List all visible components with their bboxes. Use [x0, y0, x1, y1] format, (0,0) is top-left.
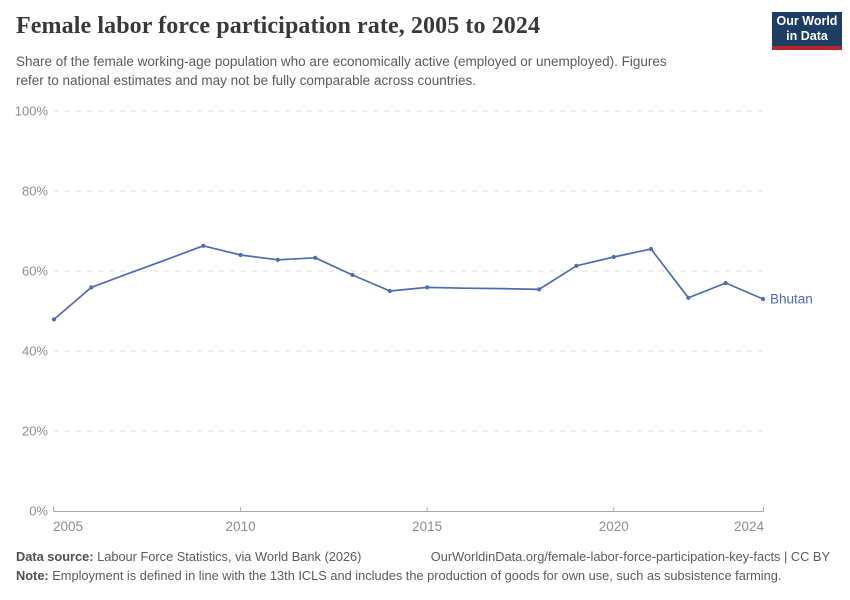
owid-logo: Our World in Data — [772, 12, 842, 50]
chart-subtitle: Share of the female working-age populati… — [16, 52, 667, 90]
data-point-bhutan-2022 — [686, 295, 691, 300]
series-label-bhutan: Bhutan — [770, 292, 813, 307]
data-source-text: Data source: Labour Force Statistics, vi… — [16, 549, 361, 564]
note-value: Employment is defined in line with the 1… — [48, 568, 782, 583]
series-line-bhutan — [53, 244, 764, 321]
data-point-bhutan-2024 — [760, 296, 766, 302]
data-point-bhutan-2018 — [537, 287, 542, 292]
data-point-bhutan-2020 — [611, 254, 616, 260]
data-point-bhutan-2023 — [723, 280, 728, 286]
data-point-bhutan-2019 — [574, 263, 579, 268]
y-axis-label-100: 100% — [15, 104, 49, 119]
y-axis-label-0: 0% — [29, 504, 48, 519]
x-axis-label-2015: 2015 — [412, 519, 442, 534]
note-label: Note: — [16, 568, 49, 583]
data-point-bhutan-2011 — [275, 257, 280, 262]
data-point-bhutan-2021 — [648, 246, 654, 252]
subtitle-line-1: Share of the female working-age populati… — [16, 54, 667, 69]
data-point-bhutan-2013 — [350, 272, 355, 278]
owid-logo-line1: Our World — [776, 14, 838, 28]
x-axis-label-2020: 2020 — [599, 519, 629, 534]
data-point-bhutan-2005 — [51, 317, 57, 322]
page-title: Female labor force participation rate, 2… — [16, 13, 541, 39]
data-source-label: Data source: — [16, 549, 94, 564]
y-axis-label-20: 20% — [22, 424, 48, 439]
data-point-bhutan-2006 — [89, 285, 94, 290]
y-axis-label-40: 40% — [22, 344, 48, 359]
data-point-bhutan-2015 — [425, 285, 430, 290]
citation-text: OurWorldinData.org/female-labor-force-pa… — [430, 549, 830, 564]
x-axis-label-2005: 2005 — [53, 519, 83, 534]
x-axis-label-2010: 2010 — [226, 519, 256, 534]
data-source-value: Labour Force Statistics, via World Bank … — [93, 549, 362, 564]
owid-logo-line2: in Data — [786, 29, 828, 43]
data-point-bhutan-2009 — [201, 243, 206, 248]
y-axis-label-60: 60% — [22, 264, 48, 279]
data-point-bhutan-2012 — [313, 255, 318, 260]
y-axis-label-80: 80% — [22, 184, 48, 199]
x-axis-label-2024: 2024 — [734, 519, 765, 534]
subtitle-line-2: refer to national estimates and may not … — [16, 73, 476, 88]
data-point-bhutan-2014 — [387, 288, 392, 294]
data-point-bhutan-2010 — [238, 252, 243, 258]
note-text: Note: Employment is defined in line with… — [16, 568, 781, 583]
